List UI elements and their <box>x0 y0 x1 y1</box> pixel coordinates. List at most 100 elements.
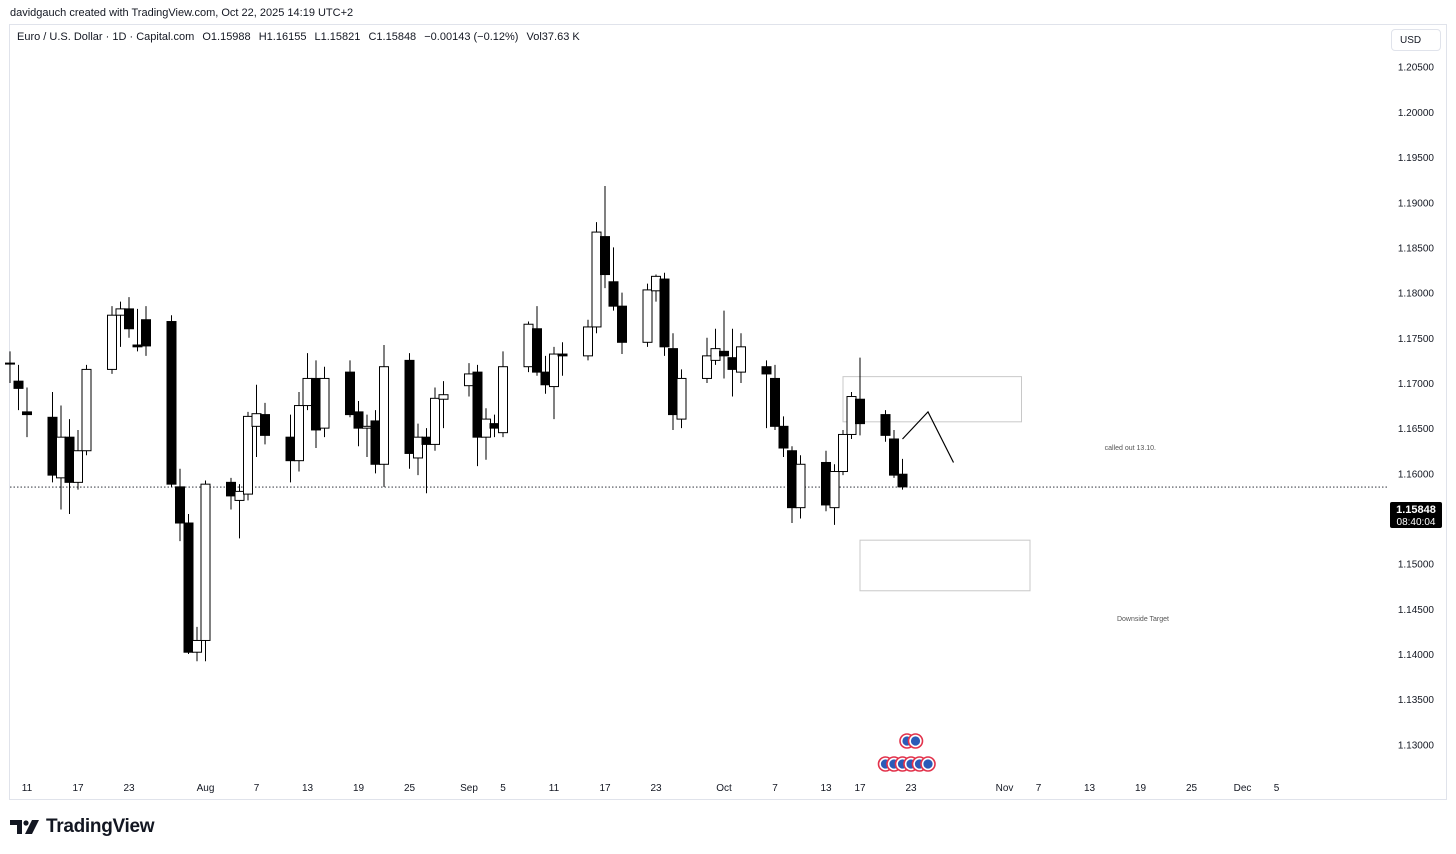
candle-body-bull <box>838 433 848 473</box>
candle-body-bear <box>787 450 797 509</box>
time-tick-label: 13 <box>820 783 832 794</box>
candle <box>549 346 559 420</box>
price-tick-label: 1.13000 <box>1398 740 1435 751</box>
candle-body-bear <box>141 319 151 347</box>
candle <box>141 306 151 356</box>
legend-low: L1.15821 <box>314 31 361 43</box>
candle <box>617 292 627 355</box>
candle-body-bear <box>472 371 483 438</box>
candle <box>353 401 364 447</box>
candle-body-bear <box>770 377 780 427</box>
upper-box-label: called out 13.10. <box>1105 445 1156 452</box>
candle-body-bear <box>659 278 670 348</box>
candle-body-bear <box>226 481 236 497</box>
time-tick-label: 7 <box>1036 783 1042 794</box>
last-price-tag: 1.15848 08:40:04 <box>1390 502 1442 528</box>
candle-body-bull <box>795 463 806 509</box>
candle <box>234 484 245 539</box>
candle-body-bull <box>710 348 721 361</box>
candle-body-bull <box>81 368 92 452</box>
candle-body-bear <box>345 371 355 416</box>
price-axis[interactable]: 1.130001.135001.140001.145001.150001.155… <box>1398 63 1435 752</box>
price-tick-label: 1.13500 <box>1398 695 1435 706</box>
candle-body-bear <box>47 416 58 476</box>
candle-body-bear <box>532 328 542 373</box>
candle-body-bear <box>404 359 415 454</box>
candle <box>294 392 304 472</box>
candle-body-bull <box>736 346 746 373</box>
candle <box>761 360 772 429</box>
downside-target-box <box>859 539 1031 592</box>
candle <box>362 414 372 458</box>
time-tick-label: 11 <box>549 783 560 794</box>
candle <box>64 419 75 514</box>
event-marker[interactable] <box>920 756 936 772</box>
candle-body-bull <box>702 355 712 379</box>
candle <box>472 364 483 467</box>
candle-body-bull <box>302 377 313 407</box>
price-tick-label: 1.20000 <box>1398 108 1435 119</box>
candle <box>183 513 194 655</box>
candle <box>132 308 143 352</box>
candle-body-bear <box>22 411 32 416</box>
candle <box>175 468 185 542</box>
candle <box>311 360 321 449</box>
candle <box>498 351 508 438</box>
candle-body-bull <box>319 377 330 429</box>
candle <box>770 364 780 430</box>
candle <box>523 321 534 373</box>
tradingview-logo-icon <box>10 820 39 834</box>
candle <box>736 333 746 383</box>
candle <box>795 455 806 519</box>
candle <box>557 342 568 376</box>
candle <box>608 247 619 311</box>
candle <box>56 405 66 510</box>
currency-button[interactable]: USD <box>1391 29 1441 51</box>
candle <box>464 363 474 397</box>
time-axis[interactable]: 11 17 23 Aug 7 13 19 25 Sep 5 11 17 23 Oct 7 13 17 23 Nov 7… <box>22 783 1280 794</box>
candle <box>47 392 58 483</box>
time-tick-label: 11 <box>22 783 33 794</box>
tradingview-logo[interactable]: TradingView <box>10 816 155 838</box>
time-tick-label: 5 <box>1274 783 1280 794</box>
time-tick-label: 25 <box>404 783 416 794</box>
time-tick-label: 5 <box>500 783 506 794</box>
candle-body-bull <box>192 639 202 653</box>
candle <box>81 364 92 456</box>
price-tick-label: 1.19000 <box>1398 198 1435 209</box>
candle <box>838 429 848 476</box>
candle-body-bear <box>600 236 610 276</box>
time-tick-label: 17 <box>72 783 84 794</box>
candle <box>600 185 610 289</box>
candle-body-bear <box>370 420 381 465</box>
candle <box>880 410 891 442</box>
candle-body-bull <box>362 425 372 429</box>
annotation-boxes <box>842 376 1031 592</box>
candle <box>115 301 126 347</box>
candle <box>540 355 551 394</box>
candle-body-bear <box>13 380 24 389</box>
price-tick-label: 1.15000 <box>1398 560 1435 571</box>
candle-body-bull <box>498 366 508 434</box>
candle-body-bear <box>897 473 908 488</box>
symbol-title[interactable]: Euro / U.S. Dollar · 1D · Capital.com <box>17 31 195 43</box>
last-price-tag-bg <box>1390 502 1442 528</box>
candle <box>404 353 415 469</box>
price-tick-label: 1.14000 <box>1398 650 1435 661</box>
candle-body-bull <box>676 377 687 420</box>
event-flag-icon <box>923 759 933 769</box>
candle <box>192 626 202 662</box>
time-tick-label: 7 <box>772 783 778 794</box>
candle-body-bear <box>353 411 364 429</box>
candle <box>676 369 687 429</box>
candles <box>5 185 908 662</box>
chart-creator-line: davidgauch created with TradingView.com,… <box>10 7 354 19</box>
event-marker[interactable] <box>907 733 924 749</box>
economic-events[interactable] <box>877 733 936 772</box>
candle <box>430 387 440 451</box>
price-tick-label: 1.18500 <box>1398 243 1435 254</box>
candle <box>481 408 491 460</box>
price-tick-label: 1.17000 <box>1398 379 1435 390</box>
candle <box>413 423 423 476</box>
